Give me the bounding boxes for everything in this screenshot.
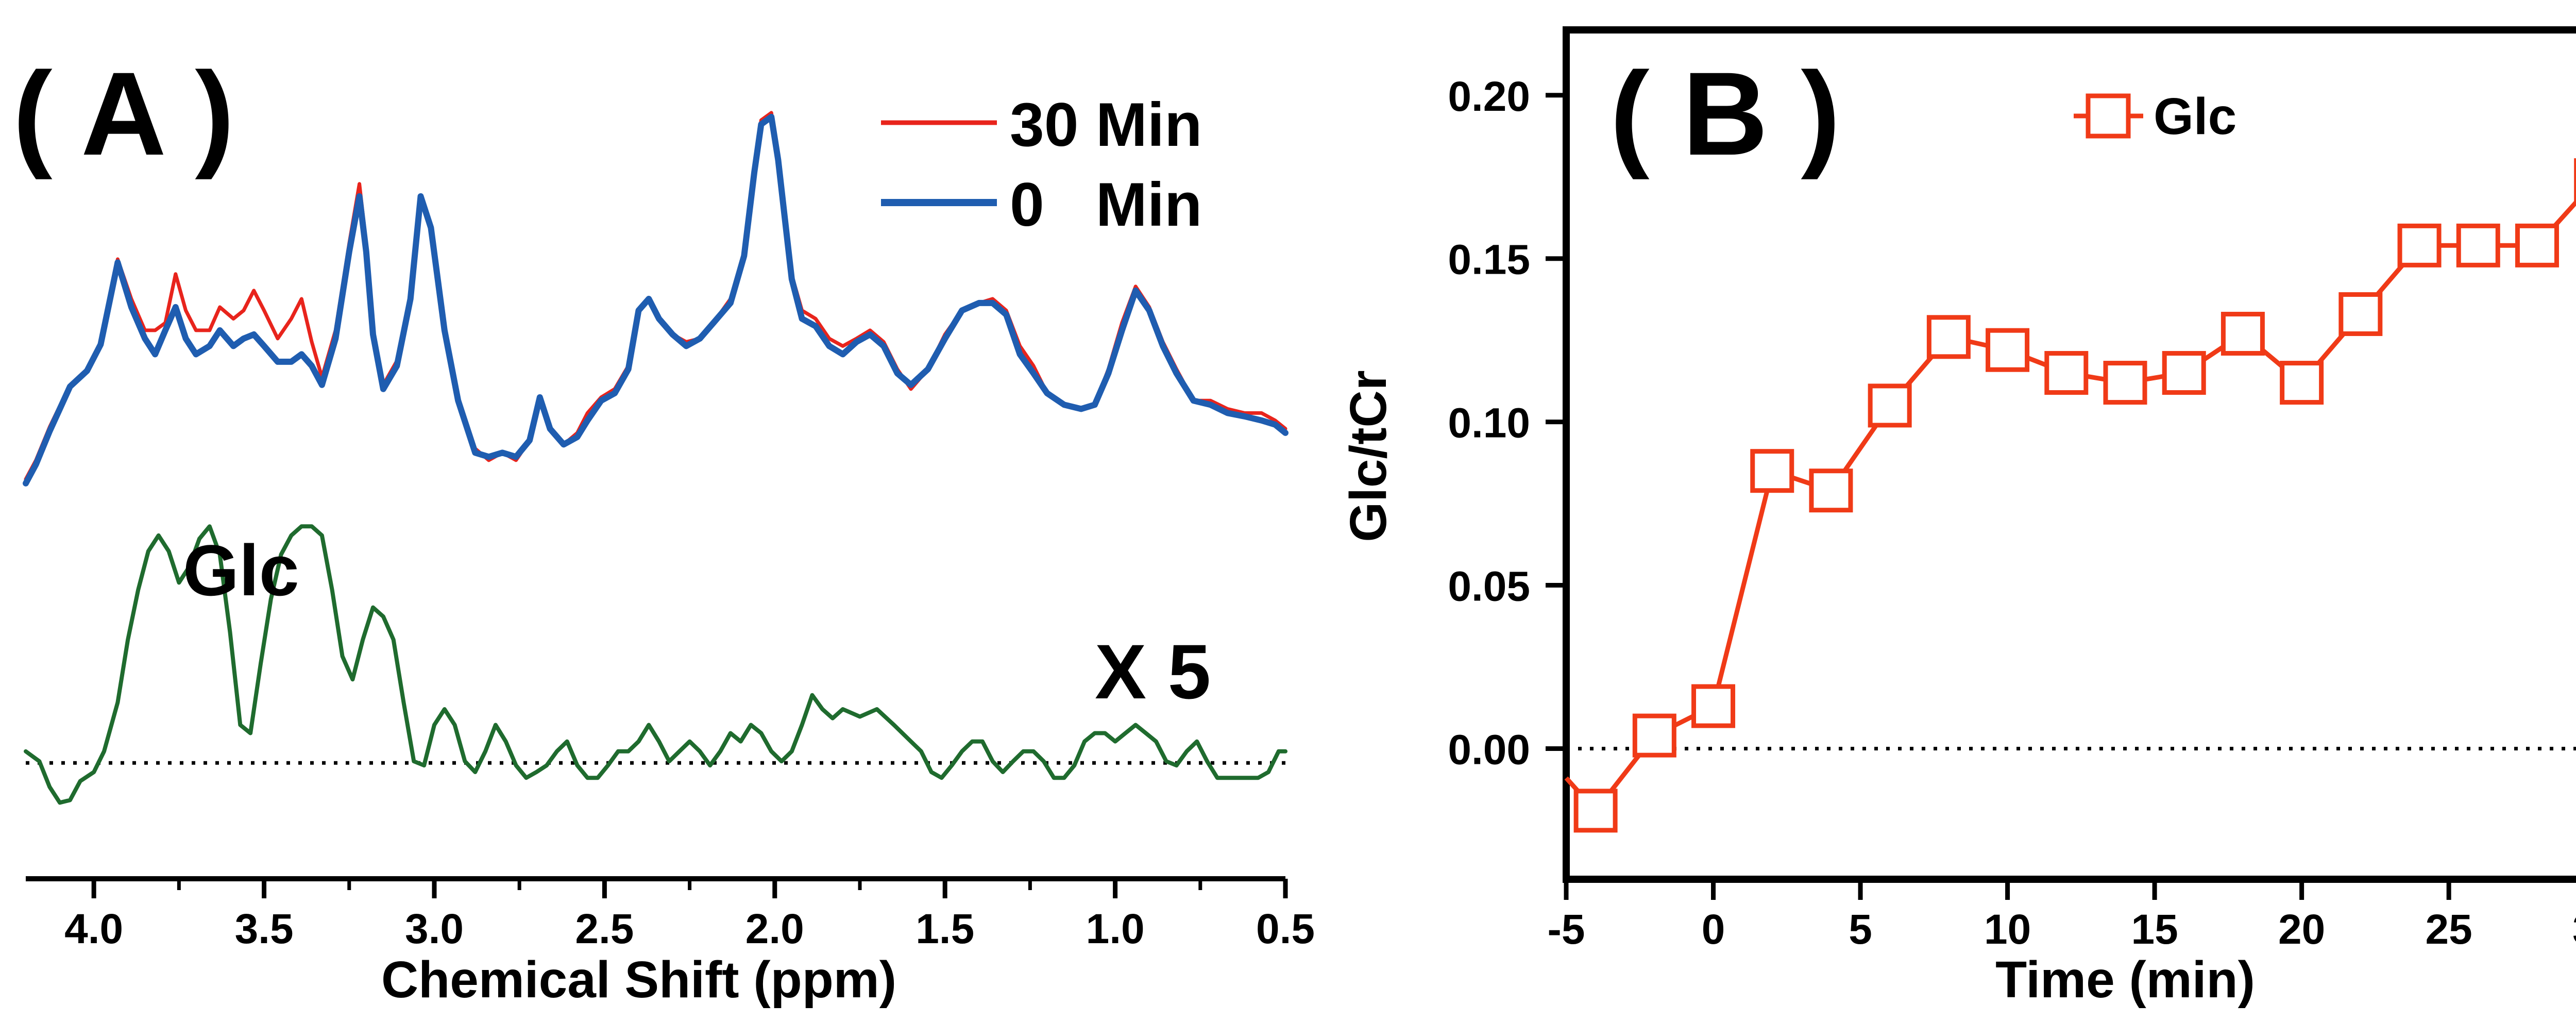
panel-b-y-ticks: 0.00 0.05 0.10 0.15 0.20 — [1448, 73, 1566, 773]
panel-b-y-tick-label: 0.00 — [1448, 726, 1530, 773]
panel-a-legend: 30 Min 0 Min — [881, 90, 1202, 239]
panel-b-x-ticks: -5 0 5 10 15 20 25 30 — [1548, 879, 2576, 953]
legend-30min-label: 30 Min — [1010, 90, 1202, 159]
panel-a-x-tick-label: 1.0 — [1086, 906, 1145, 952]
glc-annotation: Glc — [183, 530, 299, 611]
glc-data-point — [1986, 328, 2030, 372]
panel-b-y-tick-label: 0.20 — [1448, 73, 1530, 120]
panel-a-x-tick-label: 2.5 — [575, 906, 634, 952]
glc-data-point — [2280, 361, 2324, 405]
panel-b-series-group — [1564, 158, 2576, 833]
panel-b-y-axis-title: Glc/tCr — [1340, 370, 1397, 542]
scale-annotation: X 5 — [1095, 628, 1211, 715]
panel-a-series-group — [23, 111, 1289, 805]
panel-b-x-tick-label: 10 — [1984, 906, 2031, 953]
series-line-glc-difference-x5 — [24, 524, 1287, 805]
panel-b-y-tick-label: 0.10 — [1448, 400, 1530, 447]
panel-a-x-tick-label: 1.5 — [916, 906, 974, 952]
glc-data-point — [1868, 383, 1912, 428]
glc-data-point — [2515, 223, 2559, 267]
panel-a: ( A ) 4.0 3.5 3.0 2.5 2.0 1.5 1.0 0.5 Chemical … — [13, 47, 1315, 1009]
glc-data-point — [2397, 223, 2442, 267]
glc-data-point — [2221, 311, 2265, 356]
panel-b-legend: Glc — [2074, 88, 2236, 145]
panel-a-x-tick-label: 0.5 — [1256, 906, 1315, 952]
glc-data-point — [1809, 468, 1853, 513]
legend-glc-marker — [2086, 93, 2131, 139]
panel-a-x-tick-label: 3.5 — [235, 906, 294, 952]
glc-data-point — [1573, 789, 1618, 833]
glc-data-point — [2456, 223, 2500, 267]
panel-a-x-ticks: 4.0 3.5 3.0 2.5 2.0 1.5 1.0 0.5 — [64, 879, 1315, 952]
panel-b-x-tick-label: 20 — [2278, 906, 2325, 953]
glc-data-point — [2103, 361, 2147, 405]
series-line-0-min — [23, 113, 1289, 487]
panel-b-x-tick-label: 15 — [2131, 906, 2178, 953]
panel-b-x-tick-label: 25 — [2426, 906, 2472, 953]
panel-b-x-tick-label: 0 — [1702, 906, 1725, 953]
panel-b: ( B ) -5 0 5 10 15 20 25 30 0.00 0.05 0.10 0.15 0.2… — [1340, 26, 2576, 1009]
glc-data-point — [2044, 351, 2089, 395]
panel-b-x-tick-label: 30 — [2572, 906, 2576, 953]
glc-data-point — [1691, 684, 1736, 728]
panel-b-plot-frame — [1563, 26, 2576, 883]
panel-a-label: ( A ) — [13, 47, 234, 180]
panel-b-x-axis-title: Time (min) — [1995, 951, 2255, 1009]
glc-data-point — [2162, 351, 2206, 395]
panel-a-x-tick-label: 4.0 — [64, 906, 123, 952]
legend-0min-label: 0 Min — [1010, 170, 1202, 239]
panel-b-y-tick-label: 0.15 — [1448, 237, 1530, 283]
panel-a-x-tick-label: 2.0 — [745, 906, 804, 952]
panel-b-label: ( B ) — [1610, 47, 1840, 180]
panel-a-x-axis-title: Chemical Shift (ppm) — [381, 951, 896, 1009]
panel-a-x-tick-label: 3.0 — [405, 906, 464, 952]
glc-data-point — [1632, 713, 1676, 758]
glc-data-point — [1926, 315, 1971, 359]
legend-glc-label: Glc — [2154, 88, 2236, 145]
panel-b-x-tick-label: -5 — [1548, 906, 1585, 953]
glc-data-point — [2338, 292, 2383, 336]
glc-data-point — [1750, 449, 1794, 493]
panel-b-y-tick-label: 0.05 — [1448, 563, 1530, 610]
panel-b-x-tick-label: 5 — [1849, 906, 1872, 953]
